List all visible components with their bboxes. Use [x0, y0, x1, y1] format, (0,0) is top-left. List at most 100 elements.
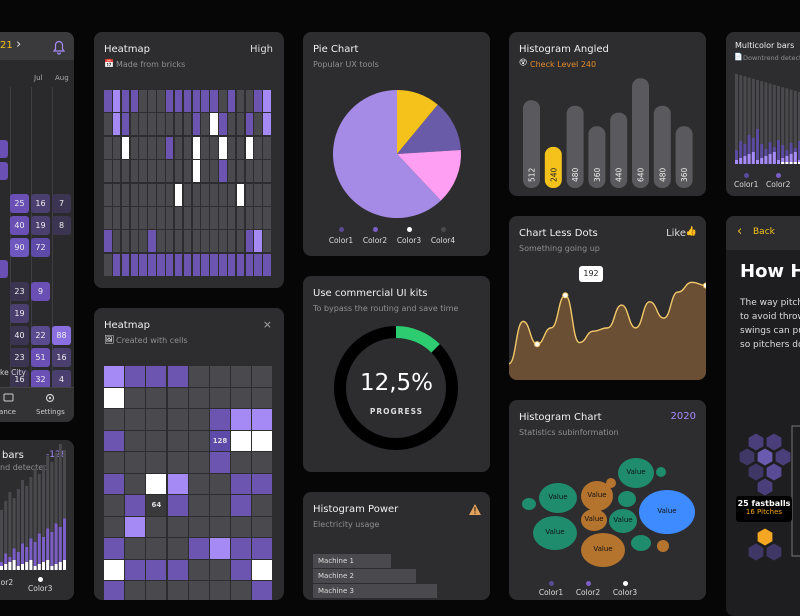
heatmap-cell[interactable] [125, 366, 146, 387]
calendar-cell[interactable]: 22 [31, 326, 50, 345]
hex-cell[interactable] [757, 528, 773, 546]
heatmap-cell[interactable] [125, 409, 146, 430]
heatmap-cell[interactable] [146, 516, 167, 537]
angled-bar[interactable] [523, 100, 540, 188]
angled-bar[interactable] [675, 126, 693, 188]
hex-cell[interactable] [775, 448, 791, 466]
pie-slice-color3[interactable] [397, 104, 461, 154]
heatmap-cell[interactable] [104, 430, 124, 451]
heatmap-cell[interactable] [252, 581, 273, 600]
heatmap-cell[interactable] [146, 538, 167, 559]
heatmap-cell[interactable] [252, 452, 273, 473]
heatmap-cell[interactable] [104, 559, 124, 580]
calendar-cell[interactable]: 7 [52, 194, 71, 213]
heatmap-cell[interactable] [167, 516, 188, 537]
close-icon[interactable]: × [262, 318, 272, 331]
heatmap-cell[interactable] [125, 538, 146, 559]
calendar-cell[interactable]: 88 [52, 326, 71, 345]
heatmap-cell[interactable] [125, 559, 146, 580]
pie-slice-color4[interactable] [397, 149, 461, 201]
hex-cell[interactable] [739, 448, 755, 466]
heatmap-cell[interactable] [252, 538, 273, 559]
back-button[interactable]: Back [753, 227, 775, 237]
heatmap-cell[interactable] [231, 452, 252, 473]
heatmap-cell[interactable] [104, 516, 124, 537]
heatmap-cell[interactable] [210, 366, 230, 387]
heatmap-cell[interactable] [167, 538, 188, 559]
heatmap-cell[interactable] [146, 430, 167, 451]
heatmap-cell[interactable] [104, 409, 124, 430]
heatmap-cell[interactable] [188, 516, 209, 537]
bubble[interactable] [631, 535, 651, 551]
calendar-cell[interactable] [0, 260, 8, 278]
heatmap-cell[interactable] [188, 581, 209, 600]
bubble[interactable] [539, 483, 577, 513]
heatmap-cell[interactable] [188, 559, 209, 580]
heatmap-cell[interactable] [210, 473, 230, 494]
bubble[interactable] [639, 490, 695, 534]
heatmap-cell[interactable] [231, 516, 252, 537]
calendar-cell[interactable]: 19 [31, 216, 50, 235]
heatmap-cell[interactable] [125, 387, 146, 408]
heatmap-cell[interactable] [167, 473, 188, 494]
bubble[interactable] [618, 458, 654, 488]
angled-bar[interactable] [566, 105, 584, 188]
calendar-cell[interactable]: 16 [52, 348, 71, 367]
heatmap-cell[interactable] [104, 581, 124, 600]
heatmap-cell[interactable] [231, 581, 252, 600]
hex-cell[interactable] [748, 543, 764, 561]
hex-cell[interactable] [757, 478, 773, 496]
calendar-cell[interactable]: 16 [31, 194, 50, 213]
heatmap-cell[interactable] [188, 409, 209, 430]
heatmap-cell[interactable] [231, 495, 252, 516]
hex-cell[interactable] [757, 448, 773, 466]
power-bar[interactable]: Machine 2 [313, 569, 416, 583]
heatmap-cell[interactable] [252, 559, 273, 580]
bubble[interactable] [533, 516, 577, 550]
heatmap-cell[interactable] [167, 366, 188, 387]
calendar-cell[interactable]: 32 [31, 370, 50, 389]
heatmap-cell[interactable] [125, 452, 146, 473]
heatmap-cell[interactable] [125, 430, 146, 451]
calendar-cell[interactable] [0, 140, 8, 158]
heatmap-cell[interactable] [167, 387, 188, 408]
hex-cell[interactable] [748, 463, 764, 481]
hex-cell[interactable] [766, 463, 782, 481]
heatmap-cell[interactable] [146, 473, 167, 494]
calendar-cell[interactable]: 23 [10, 282, 29, 301]
hex-cell[interactable] [766, 543, 782, 561]
heatmap-cell[interactable] [167, 430, 188, 451]
heatmap-cell[interactable] [252, 430, 273, 451]
heatmap-cell[interactable] [146, 559, 167, 580]
heatmap-cell[interactable] [231, 387, 252, 408]
heatmap-cell[interactable] [231, 409, 252, 430]
heatmap-cell[interactable] [125, 516, 146, 537]
heatmap-cell[interactable] [231, 473, 252, 494]
heatmap-cell[interactable] [167, 409, 188, 430]
bell-icon[interactable] [0, 32, 74, 60]
heatmap-cell[interactable]: 64 [146, 495, 167, 516]
heatmap-cell[interactable] [104, 495, 124, 516]
heatmap-cell[interactable] [188, 366, 209, 387]
heatmap-cell[interactable] [146, 387, 167, 408]
heatmap-cell[interactable] [188, 495, 209, 516]
heatmap-cell[interactable] [146, 409, 167, 430]
warning-icon[interactable] [303, 492, 490, 600]
angled-bar[interactable] [653, 105, 671, 188]
nav-settings[interactable]: Settings [36, 408, 65, 416]
calendar-cell[interactable]: 23 [10, 348, 29, 367]
angled-bar[interactable] [544, 146, 562, 188]
calendar-cell[interactable]: 9 [31, 282, 50, 301]
heatmap-cell[interactable] [252, 387, 273, 408]
heatmap-cell[interactable] [210, 559, 230, 580]
pie-slice-color2[interactable] [397, 90, 438, 154]
heatmap-cell[interactable] [146, 581, 167, 600]
calendar-cell[interactable]: 40 [10, 216, 29, 235]
heatmap-cell[interactable] [125, 473, 146, 494]
gear-icon[interactable] [0, 32, 74, 422]
heatmap-cell[interactable] [146, 452, 167, 473]
bubble[interactable] [606, 478, 616, 488]
bubble[interactable] [656, 467, 666, 477]
heatmap-cell[interactable] [210, 516, 230, 537]
calendar-cell[interactable]: 40 [10, 326, 29, 345]
